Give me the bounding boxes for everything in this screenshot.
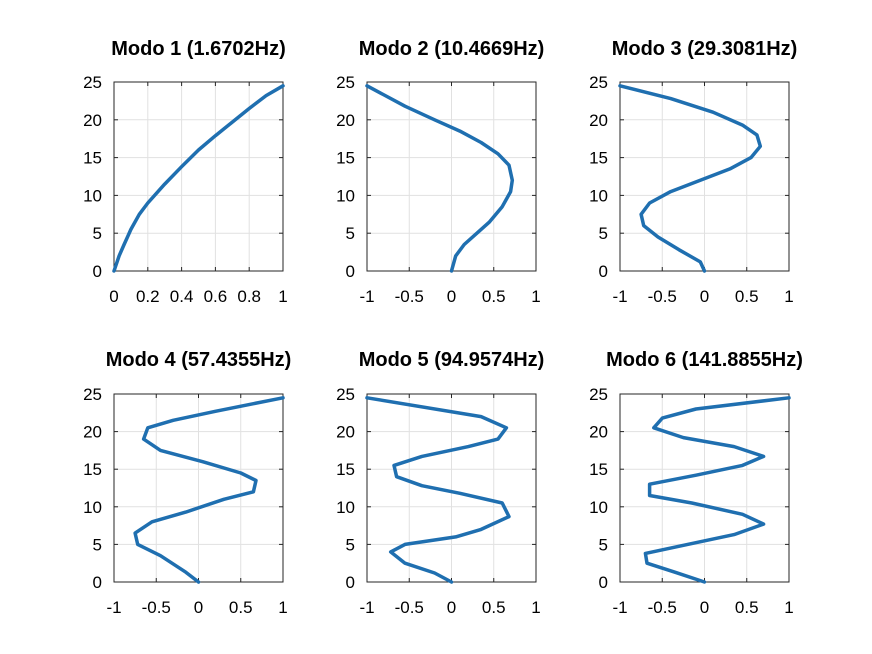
y-tick-label: 5 (93, 535, 102, 554)
x-tick-label: 0.5 (735, 598, 759, 617)
y-tick-label: 0 (599, 262, 608, 281)
y-tick-label: 15 (83, 149, 102, 168)
y-tick-label: 0 (93, 262, 102, 281)
plot-area (114, 82, 283, 271)
x-tick-label: -1 (359, 598, 374, 617)
y-tick-label: 10 (589, 498, 608, 517)
y-tick-label: 25 (336, 385, 355, 404)
y-tick-label: 10 (589, 186, 608, 205)
y-tick-label: 5 (93, 224, 102, 243)
x-tick-label: 0.8 (237, 287, 261, 306)
x-tick-label: 0.5 (482, 598, 506, 617)
x-tick-label: 1 (784, 598, 793, 617)
y-tick-label: 5 (346, 535, 355, 554)
x-tick-label: -0.5 (648, 598, 677, 617)
y-tick-label: 10 (83, 498, 102, 517)
x-tick-label: 0 (447, 287, 456, 306)
axes-frame (113, 81, 284, 272)
mode-shape-line (618, 84, 763, 273)
x-tick-label: -1 (612, 287, 627, 306)
y-tick-label: 0 (599, 573, 608, 592)
x-tick-label: -1 (106, 598, 121, 617)
x-tick-label: -0.5 (395, 287, 424, 306)
y-tick-label: 0 (93, 573, 102, 592)
y-tick-label: 20 (589, 111, 608, 130)
y-tick-label: 15 (589, 149, 608, 168)
y-tick-label: 20 (589, 423, 608, 442)
y-tick-label: 5 (346, 224, 355, 243)
y-tick-label: 20 (83, 423, 102, 442)
y-tick-label: 15 (336, 149, 355, 168)
y-tick-label: 0 (346, 262, 355, 281)
subplot-title: Modo 4 (57.4355Hz) (106, 349, 292, 371)
x-tick-label: -1 (359, 287, 374, 306)
x-tick-label: 0.2 (136, 287, 160, 306)
axes-frame (113, 393, 284, 583)
subplot-title: Modo 6 (141.8855Hz) (606, 349, 803, 371)
x-tick-label: 0.5 (482, 287, 506, 306)
x-tick-label: 1 (531, 598, 540, 617)
y-tick-label: 10 (83, 186, 102, 205)
subplot-title: Modo 5 (94.9574Hz) (359, 349, 545, 371)
y-tick-label: 0 (346, 573, 355, 592)
y-tick-label: 5 (599, 224, 608, 243)
y-tick-label: 15 (83, 460, 102, 479)
x-tick-label: 1 (531, 287, 540, 306)
y-tick-label: 15 (336, 460, 355, 479)
subplot-title: Modo 1 (1.6702Hz) (111, 38, 285, 60)
x-tick-label: 1 (278, 598, 287, 617)
mode-shape-line (365, 396, 511, 584)
y-tick-label: 25 (83, 73, 102, 92)
mode-shape-line (112, 84, 285, 273)
x-tick-label: 0 (109, 287, 118, 306)
x-tick-label: 1 (278, 287, 287, 306)
y-tick-label: 10 (336, 498, 355, 517)
y-tick-label: 10 (336, 186, 355, 205)
y-tick-label: 20 (83, 111, 102, 130)
x-tick-label: -1 (612, 598, 627, 617)
y-tick-label: 15 (589, 460, 608, 479)
x-tick-label: 0.5 (735, 287, 759, 306)
y-tick-label: 25 (336, 73, 355, 92)
subplot-title: Modo 3 (29.3081Hz) (612, 38, 798, 60)
x-tick-label: 1 (784, 287, 793, 306)
x-tick-label: 0 (194, 598, 203, 617)
x-tick-label: -0.5 (648, 287, 677, 306)
y-tick-label: 25 (589, 73, 608, 92)
x-tick-label: -0.5 (395, 598, 424, 617)
x-tick-label: 0 (700, 287, 709, 306)
y-tick-label: 25 (83, 385, 102, 404)
x-tick-label: 0 (700, 598, 709, 617)
y-tick-label: 25 (589, 385, 608, 404)
mode-shape-line (643, 396, 791, 584)
x-tick-label: 0.4 (170, 287, 194, 306)
x-tick-label: 0.5 (229, 598, 253, 617)
x-tick-label: 0.6 (204, 287, 228, 306)
subplot-title: Modo 2 (10.4669Hz) (359, 38, 545, 60)
y-tick-label: 20 (336, 423, 355, 442)
mode-shape-line (365, 84, 515, 273)
x-tick-label: 0 (447, 598, 456, 617)
y-tick-label: 20 (336, 111, 355, 130)
mode-shape-line (133, 396, 285, 584)
x-tick-label: -0.5 (142, 598, 171, 617)
y-tick-label: 5 (599, 535, 608, 554)
